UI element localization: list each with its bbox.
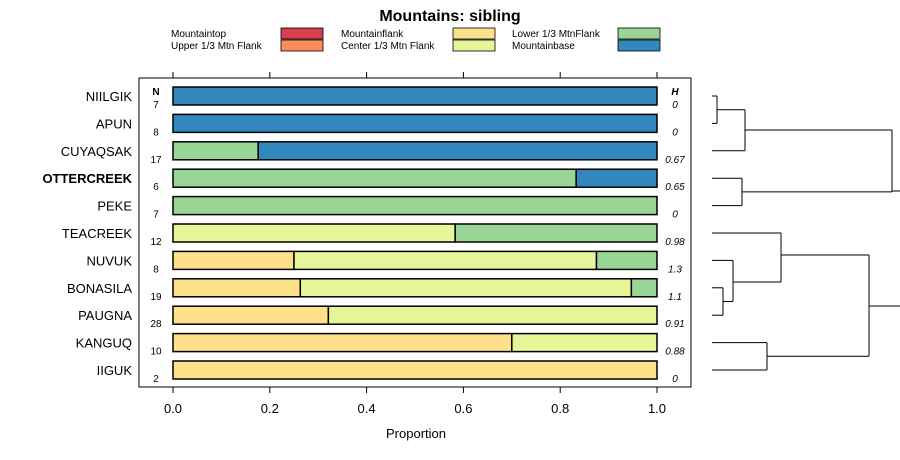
bar-rows: NIILGIK 7 0 APUN 8 0 CUYAQSAK 17 0.67 OTTERCREEK 6…: [42, 86, 685, 385]
bar-segment: [172, 278, 302, 298]
x-tick-label: 0.0: [164, 401, 182, 416]
row-label: BONASILA: [67, 281, 132, 296]
bar-segment: [630, 278, 658, 298]
n-value: 7: [153, 210, 159, 221]
h-value: 0: [672, 127, 678, 138]
h-column-header: H: [671, 87, 679, 98]
h-value: 1.1: [668, 292, 682, 303]
legend-swatch: [617, 27, 661, 40]
bar-segment: [511, 332, 658, 353]
bar-segment: [595, 250, 658, 271]
h-value: 0: [672, 374, 678, 385]
legend-swatch: [452, 39, 496, 52]
x-axis-label: Proportion: [386, 426, 446, 441]
x-tick-label: 0.6: [454, 401, 472, 416]
n-value: 7: [153, 100, 159, 111]
bar-segment: [299, 278, 633, 298]
row-label: CUYAQSAK: [61, 144, 133, 159]
h-value: 0.91: [665, 319, 684, 330]
legend-swatch: [280, 27, 324, 40]
n-value: 19: [150, 292, 162, 303]
legend-label: Mountaintop: [171, 29, 226, 40]
legend-label: Mountainbase: [512, 41, 575, 52]
legend-label: Center 1/3 Mtn Flank: [341, 41, 435, 52]
row-label: PEKE: [97, 199, 132, 214]
h-value: 0.88: [665, 347, 685, 358]
h-value: 0: [672, 210, 678, 221]
n-value: 12: [150, 237, 162, 248]
bar-segment: [172, 86, 658, 106]
bar-segment: [327, 305, 658, 325]
bar-segment: [172, 168, 577, 188]
bar-segment: [172, 360, 658, 380]
row-label: IIGUK: [97, 363, 133, 378]
h-value: 0: [672, 100, 678, 111]
n-value: 28: [150, 319, 162, 330]
chart-title: Mountains: sibling: [379, 8, 520, 25]
x-tick-label: 1.0: [648, 401, 666, 416]
h-value: 0.65: [665, 182, 685, 193]
legend-swatch: [452, 27, 496, 40]
h-value: 0.98: [665, 237, 685, 248]
n-value: 8: [153, 127, 159, 138]
x-tick-label: 0.2: [261, 401, 279, 416]
x-tick-label: 0.4: [358, 401, 376, 416]
row-label: TEACREEK: [62, 226, 132, 241]
bar-segment: [172, 195, 658, 216]
row-label: OTTERCREEK: [42, 171, 132, 186]
bar-segment: [172, 332, 513, 353]
bar-segment: [172, 113, 658, 134]
legend-label: Mountainflank: [341, 29, 404, 40]
bar-segment: [172, 250, 295, 271]
bar-segment: [293, 250, 598, 271]
bar-segment: [575, 168, 658, 188]
legend-swatch: [617, 39, 661, 52]
bar-segment: [172, 223, 456, 243]
row-label: KANGUQ: [76, 336, 132, 351]
bar-segment: [172, 305, 330, 325]
n-value: 10: [150, 347, 162, 358]
bar-segment: [257, 141, 658, 161]
legend-swatch: [280, 39, 324, 52]
row-label: NIILGIK: [86, 89, 133, 104]
row-label: NUVUK: [86, 253, 132, 268]
n-value: 17: [150, 155, 162, 166]
n-value: 2: [153, 374, 159, 385]
row-label: PAUGNA: [78, 308, 132, 323]
dendrogram: [712, 95, 900, 371]
h-value: 1.3: [668, 264, 682, 275]
legend-label: Upper 1/3 Mtn Flank: [171, 41, 263, 52]
n-value: 6: [153, 182, 159, 193]
x-tick-label: 0.8: [551, 401, 569, 416]
bar-segment: [172, 141, 259, 161]
n-value: 8: [153, 264, 159, 275]
x-axis: 0.0 0.2 0.4 0.6 0.8 1.0: [164, 72, 666, 416]
legend-label: Lower 1/3 MtnFlank: [512, 29, 601, 40]
h-value: 0.67: [665, 155, 685, 166]
plot-frame: [138, 77, 692, 388]
n-column-header: N: [152, 87, 159, 98]
row-label: APUN: [96, 116, 132, 131]
bar-segment: [454, 223, 658, 243]
